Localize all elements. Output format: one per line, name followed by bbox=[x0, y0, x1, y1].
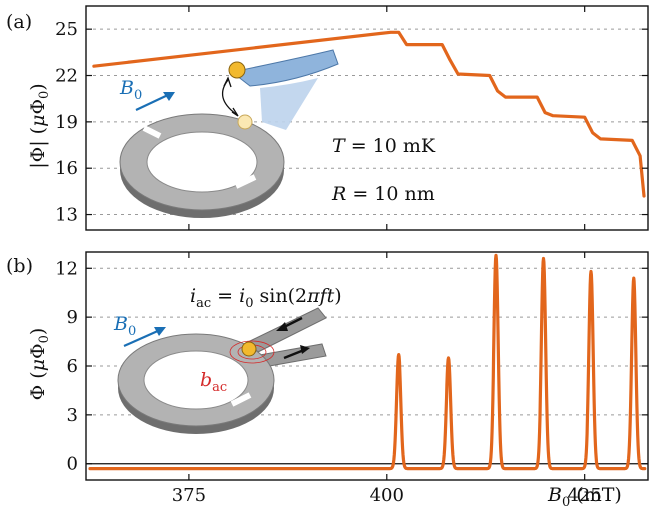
y-tick-label: 19 bbox=[55, 112, 78, 133]
ring-with-leads-icon bbox=[117, 307, 327, 434]
motion-arrow-icon bbox=[221, 76, 239, 117]
panel-a-xticks bbox=[188, 6, 586, 230]
y-tick-label: 3 bbox=[67, 405, 78, 426]
y-tick-label: 12 bbox=[55, 258, 78, 279]
x-tick-label: 425 bbox=[567, 485, 601, 506]
x-tick-label: 375 bbox=[172, 485, 206, 506]
panel-a-ylabel: |Φ| (μΦ0) bbox=[27, 83, 52, 168]
panel-b-yticks: 0 3 6 9 12 bbox=[55, 258, 648, 475]
field-arrow-icon bbox=[123, 327, 166, 348]
y-tick-label: 9 bbox=[67, 307, 78, 328]
ac-field-label: bac bbox=[200, 369, 227, 395]
y-tick-label: 16 bbox=[55, 158, 78, 179]
panel-b-xticks: 375 400 425 bbox=[172, 252, 602, 506]
panel-a-series-line bbox=[92, 30, 646, 198]
panel-a-frame bbox=[85, 5, 649, 231]
y-tick-label: 0 bbox=[67, 454, 78, 475]
panel-b-frame bbox=[85, 251, 649, 481]
y-tick-label: 25 bbox=[55, 19, 78, 40]
panel-a-label: (a) bbox=[6, 11, 32, 33]
current-arrow-icon bbox=[276, 316, 310, 360]
field-arrow-icon bbox=[135, 92, 175, 111]
panel-a-chart: (a) |Φ| (μΦ0) bbox=[6, 5, 649, 231]
current-annotation: iac = i0 sin(2πft) bbox=[190, 285, 342, 311]
y-tick-label: 13 bbox=[55, 205, 78, 226]
panel-b-series-line bbox=[88, 253, 647, 471]
x-tick-label: 400 bbox=[370, 485, 404, 506]
ring-icon bbox=[119, 113, 285, 218]
panel-a-yticks: 13 16 19 22 25 bbox=[55, 19, 648, 226]
panel-a-ring-illustration: B0 bbox=[119, 49, 339, 218]
x-axis-label: B0 (mT) bbox=[547, 484, 622, 510]
cantilever-icon bbox=[230, 49, 339, 130]
radius-annotation: R = 10 nm bbox=[331, 183, 435, 205]
panel-b-chart: (b) Φ (μΦ0) bbox=[6, 251, 649, 510]
temperature-annotation: T = 10 mK bbox=[332, 135, 436, 157]
magnetic-particle-icon bbox=[241, 341, 257, 357]
y-tick-label: 6 bbox=[67, 356, 78, 377]
y-tick-label: 22 bbox=[55, 66, 78, 87]
magnetic-particle-icon bbox=[228, 61, 253, 130]
panel-b-ylabel: Φ (μΦ0) bbox=[27, 328, 52, 401]
panel-b-ring-illustration: B0 bac bbox=[113, 307, 327, 434]
panel-b-label: (b) bbox=[6, 255, 33, 277]
panel-b-field-label: B0 bbox=[113, 313, 136, 339]
panel-a-field-label: B0 bbox=[119, 77, 142, 103]
